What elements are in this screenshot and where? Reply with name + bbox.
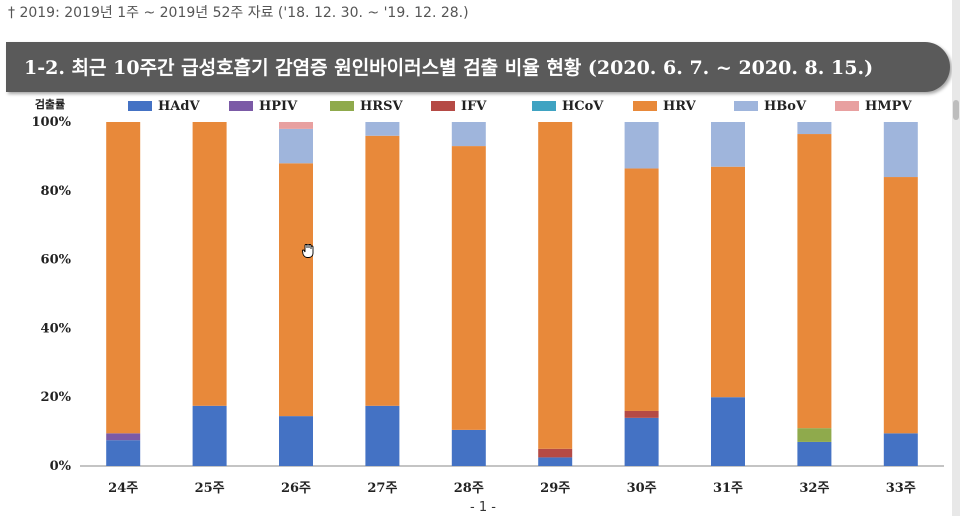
legend-swatch-hrsv [330, 101, 354, 111]
legend-swatch-hbov [734, 101, 758, 111]
legend-label-hpiv: HPIV [259, 99, 298, 114]
legend-swatch-hpiv [229, 101, 253, 111]
bar-segment-hadv [538, 457, 573, 466]
y-tick-label: 100% [32, 115, 72, 130]
bar-segment-hadv [711, 397, 745, 466]
bar-segment-hbov [883, 122, 918, 178]
x-tick-label: 27주 [367, 481, 397, 496]
legend-swatch-hcov [532, 101, 556, 111]
bar-segment-hpiv [106, 433, 141, 441]
bar-segment-ifv [624, 410, 659, 418]
section-banner: 1-2. 최근 10주간 급성호흡기 감염증 원인바이러스별 검출 비율 현황 … [6, 42, 950, 92]
legend-label-hbov: HBoV [764, 99, 807, 114]
bar-segment-hadv [106, 440, 141, 466]
bar-segment-hadv [192, 405, 227, 466]
bar-segment-hadv [797, 441, 832, 466]
y-tick-label: 60% [41, 253, 72, 268]
y-tick-label: 40% [41, 321, 72, 336]
legend-label-hrv: HRV [663, 99, 697, 114]
legend-label-ifv: IFV [461, 99, 487, 114]
bar-segment-hrv [451, 146, 486, 430]
bar-segment-hrv [365, 135, 400, 406]
legend-label-hrsv: HRSV [360, 99, 403, 114]
x-tick-label: 31주 [713, 481, 743, 496]
x-tick-label: 28주 [454, 481, 484, 496]
legend-label-hmpv: HMPV [865, 99, 912, 114]
bar-segment-hbov [279, 128, 313, 164]
y-tick-label: 80% [41, 184, 72, 199]
bar-segment-ifv [538, 448, 573, 458]
x-tick-label: 32주 [799, 481, 829, 496]
bar-segment-hbov [365, 122, 400, 136]
bar-segment-hadv [451, 429, 486, 466]
legend-label-hcov: HCoV [562, 99, 604, 114]
bar-segment-hadv [279, 416, 313, 466]
bar-segment-hrv [797, 134, 832, 429]
scrollbar-thumb[interactable] [953, 100, 959, 120]
bar-segment-hadv [624, 417, 659, 466]
bar-segment-hbov [624, 122, 659, 169]
bar-segment-hbov [451, 122, 486, 147]
bar-segment-hrv [192, 122, 227, 406]
x-tick-label: 26주 [281, 481, 311, 496]
bar-segment-hrv [711, 166, 745, 398]
x-tick-label: 30주 [627, 481, 657, 496]
bar-segment-hbov [711, 122, 745, 167]
bar-segment-hadv [883, 433, 918, 466]
bar-segment-hrv [279, 163, 313, 417]
bar-segment-hbov [797, 122, 832, 135]
legend-swatch-ifv [431, 101, 455, 111]
vertical-scrollbar[interactable] [952, 0, 960, 516]
bar-segment-hrsv [797, 428, 832, 442]
bar-segment-hrv [538, 122, 573, 449]
page-number: - 1 - [470, 500, 496, 515]
legend-swatch-hadv [128, 101, 152, 111]
x-tick-label: 29주 [540, 481, 570, 496]
bar-segment-hrv [106, 122, 141, 434]
legend-swatch-hmpv [835, 101, 859, 111]
x-tick-label: 24주 [108, 481, 138, 496]
bar-segment-hrv [624, 168, 659, 411]
stacked-bar-chart: 검출률 0% 20% 40% 60% 80% 100% HAdV HPIV HRSV IFV HCoV… [32, 97, 944, 496]
section-title: 1-2. 최근 10주간 급성호흡기 감염증 원인바이러스별 검출 비율 현황 … [24, 57, 874, 79]
period-footnote: † 2019: 2019년 1주 ~ 2019년 52주 자료 ('18. 12… [8, 5, 469, 21]
hand-cursor-icon [302, 244, 314, 258]
bar-segment-hadv [365, 405, 400, 466]
bar-segment-hrv [883, 177, 918, 434]
y-tick-label: 0% [50, 459, 72, 474]
x-tick-label: 25주 [195, 481, 225, 496]
y-axis-label: 검출률 [35, 97, 65, 111]
legend-label-hadv: HAdV [158, 99, 200, 114]
legend-swatch-hrv [633, 101, 657, 111]
bar-segment-hmpv [279, 122, 313, 129]
x-tick-label: 33주 [886, 481, 916, 496]
y-tick-label: 20% [41, 390, 72, 405]
